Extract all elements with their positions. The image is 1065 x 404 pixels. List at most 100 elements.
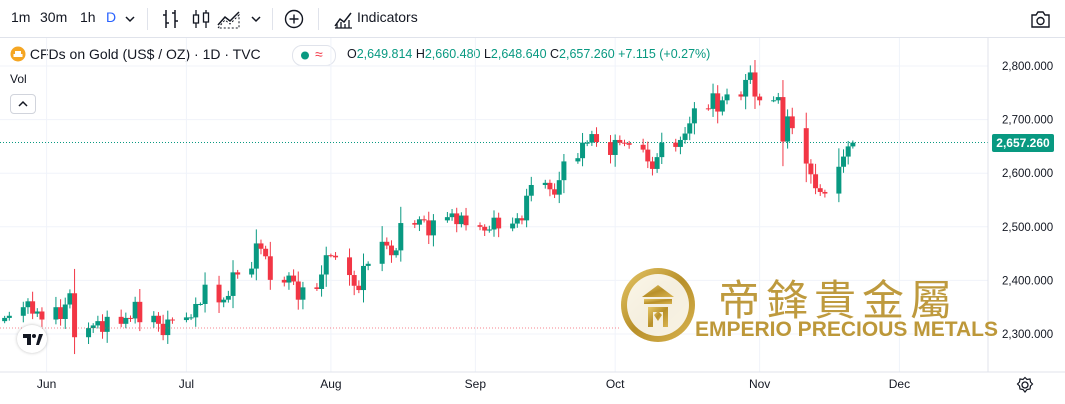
candle <box>426 211 432 245</box>
candle <box>486 225 492 233</box>
chevron-down-icon[interactable] <box>250 13 262 25</box>
candle-body <box>780 97 786 142</box>
bar-chart-type-icon[interactable] <box>160 7 182 31</box>
indicators-icon[interactable] <box>332 9 354 29</box>
candle-body <box>649 161 655 169</box>
candle-body <box>169 319 175 321</box>
compare-add-symbol-icon[interactable] <box>283 8 305 30</box>
candle <box>691 102 697 135</box>
candle-body <box>6 315 12 318</box>
candle <box>235 269 241 279</box>
candle <box>267 241 273 290</box>
toolbar-divider <box>272 8 273 30</box>
interval-1h-button[interactable]: 1h <box>80 9 96 25</box>
candle-body <box>58 307 64 319</box>
candle <box>621 139 627 147</box>
candle-body <box>719 100 725 112</box>
candle <box>645 141 651 169</box>
candle <box>682 127 688 144</box>
candle-body <box>365 263 371 266</box>
interval-1m-button[interactable]: 1m <box>11 9 31 25</box>
candle <box>496 212 502 238</box>
candle-body <box>25 301 31 308</box>
candle-body <box>482 226 488 231</box>
low-value: 2,648.640 <box>490 47 547 61</box>
chevron-down-icon[interactable] <box>124 13 136 25</box>
time-tick-label: Oct <box>606 377 625 391</box>
candle-body <box>491 217 497 230</box>
candle-body <box>2 317 8 322</box>
candle-body <box>132 301 138 319</box>
candle <box>118 309 124 328</box>
candle <box>258 239 264 255</box>
candle <box>673 138 679 152</box>
symbol-title[interactable]: CFDs on Gold (US$ / OZ) · 1D · TVC <box>29 46 261 62</box>
candle <box>295 271 301 310</box>
candle-body <box>412 223 418 225</box>
candle <box>193 297 199 327</box>
candle-body <box>95 321 101 326</box>
candle <box>458 212 464 228</box>
candle <box>398 206 404 262</box>
watermark-english-name: EMPERIO PRECIOUS METALS <box>695 318 998 341</box>
candle-body <box>510 223 516 229</box>
candle <box>747 65 753 84</box>
candle-body <box>263 248 269 257</box>
candle <box>197 302 203 306</box>
area-chart-type-icon[interactable] <box>216 7 242 31</box>
candle-body <box>444 217 450 221</box>
tradingview-logo[interactable] <box>17 325 47 353</box>
price-axis: 2,300.000 2,400.000 2,500.000 2,600.000 2,70… <box>1002 61 1053 341</box>
interval-d-button[interactable]: D <box>106 9 117 25</box>
chart-toolbar: 1m 30m 1h D Indicators <box>0 0 1065 38</box>
candle <box>719 96 725 116</box>
candle <box>687 116 693 141</box>
candle <box>39 307 45 327</box>
toolbar-divider <box>318 8 319 30</box>
collapse-legend-button[interactable] <box>10 94 36 114</box>
chart-settings-gear-icon[interactable] <box>1016 376 1034 394</box>
candle-body <box>34 311 40 314</box>
candle-body <box>361 265 367 291</box>
candle-body <box>486 229 492 231</box>
candle <box>617 135 623 146</box>
candle-body <box>673 142 679 147</box>
candle-body <box>347 257 353 276</box>
candle <box>169 317 175 324</box>
candle <box>263 245 269 260</box>
candle-body <box>743 79 749 97</box>
candle <box>328 253 334 258</box>
candle-body <box>547 182 553 190</box>
candle <box>640 138 646 153</box>
candles-chart-type-icon[interactable] <box>190 7 212 31</box>
interval-30m-button[interactable]: 30m <box>40 9 68 25</box>
indicators-button[interactable]: Indicators <box>357 9 418 25</box>
candle <box>202 272 208 313</box>
open-label: O <box>347 47 357 61</box>
candle <box>221 297 227 308</box>
candle <box>58 299 64 326</box>
candle-body <box>580 142 586 159</box>
candle <box>552 183 558 199</box>
market-status-pill[interactable]: ≈ <box>292 45 336 66</box>
candle-body <box>789 116 795 129</box>
candle-body <box>561 161 567 181</box>
candle <box>510 217 516 232</box>
camera-snapshot-icon[interactable] <box>1029 9 1051 29</box>
candle-body <box>496 217 502 229</box>
candle-body <box>705 108 711 110</box>
candle-body <box>62 304 68 319</box>
candle-body <box>67 293 73 305</box>
candle <box>528 176 534 202</box>
candle-body <box>654 157 660 169</box>
candle <box>323 246 329 287</box>
candle-body <box>118 316 124 324</box>
candle-body <box>677 139 683 147</box>
candle <box>319 265 325 297</box>
company-watermark: 帝鋒貴金屬 EMPERIO PRECIOUS METALS <box>618 263 998 347</box>
candle <box>477 222 483 231</box>
chevron-up-icon <box>18 100 28 107</box>
candle <box>724 88 730 105</box>
candle-body <box>552 189 558 195</box>
volume-legend[interactable]: Vol <box>10 72 27 86</box>
